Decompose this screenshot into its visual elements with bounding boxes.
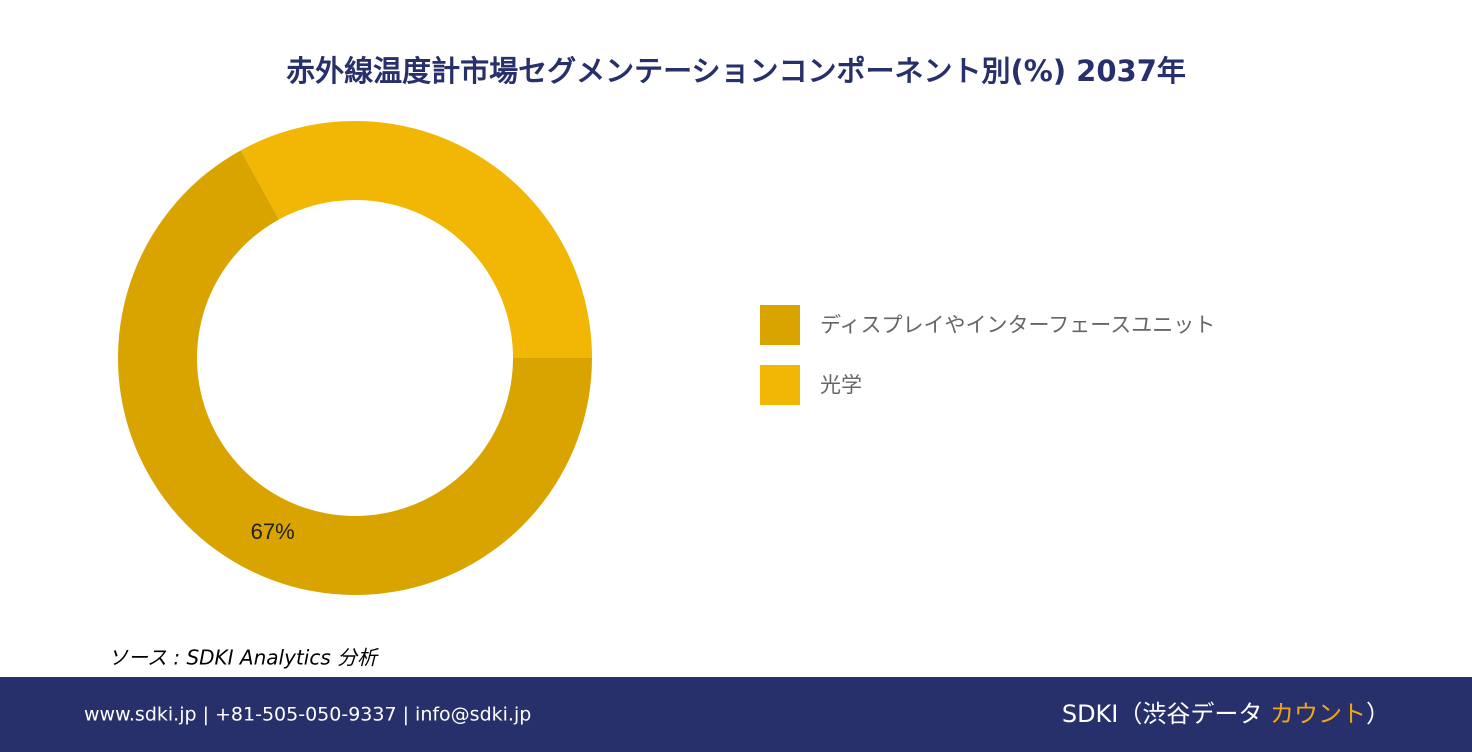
slice bbox=[117, 150, 592, 596]
source: ソース : SDKI Analytics 分析 bbox=[108, 646, 379, 670]
brand-highlight: カウント bbox=[1270, 700, 1366, 728]
chart-title: 赤外線温度計市場セグメンテーションコンポーネント別(%) 2037年 bbox=[286, 54, 1186, 88]
slice bbox=[240, 121, 592, 358]
legend-label: 光学 bbox=[820, 373, 862, 397]
legend-swatch bbox=[760, 305, 800, 345]
brand-start: SDKI（渋谷データ bbox=[1062, 700, 1270, 728]
value-label: 67% bbox=[251, 519, 295, 544]
brand-end: ） bbox=[1366, 700, 1390, 728]
donut: 67% bbox=[117, 121, 592, 596]
footer-contact: www.sdki.jp | +81-505-050-9337 | info@sd… bbox=[84, 704, 531, 726]
footer-bar bbox=[0, 677, 1472, 752]
legend-label: ディスプレイやインターフェースユニット bbox=[820, 313, 1215, 337]
footer-brand: SDKI（渋谷データ カウント） bbox=[1062, 700, 1390, 728]
legend-swatch bbox=[760, 365, 800, 405]
